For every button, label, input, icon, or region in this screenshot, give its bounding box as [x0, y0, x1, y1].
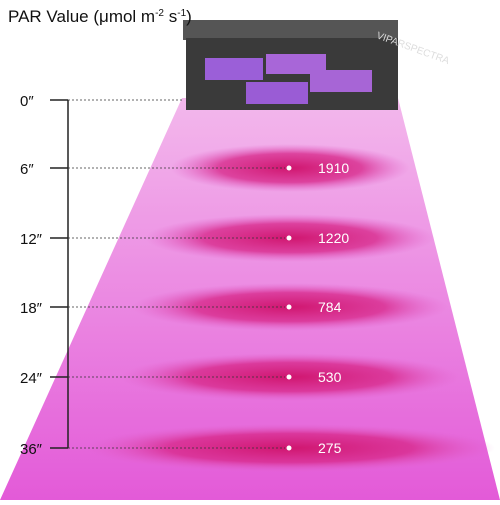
- distance-label: 12″: [20, 231, 43, 248]
- title-text: ): [186, 7, 192, 26]
- levels: 0″ 6″ 1910 12″ 1220 18″ 784 24″ 530 36″ 275: [20, 93, 349, 458]
- par-value: 784: [318, 299, 342, 315]
- title: PAR Value (μmol m-2 s-1): [8, 7, 192, 26]
- distance-label: 6″: [20, 161, 34, 178]
- light-top: [183, 20, 398, 40]
- distance-label: 18″: [20, 300, 43, 317]
- distance-label: 0″: [20, 93, 34, 110]
- distance-label: 24″: [20, 370, 43, 387]
- led-panel: [266, 54, 326, 74]
- par-value: 275: [318, 440, 342, 456]
- point: [286, 165, 292, 171]
- distance-label: 36″: [20, 441, 43, 458]
- led-panel: [205, 58, 263, 80]
- grow-light: VIPARSPECTRA: [183, 20, 451, 110]
- point: [286, 374, 292, 380]
- title-text: s: [164, 7, 177, 26]
- title-text: PAR Value (μmol m: [8, 7, 155, 26]
- par-value: 1910: [318, 160, 349, 176]
- par-value: 530: [318, 369, 342, 385]
- led-panel: [246, 82, 308, 104]
- title-exponent: -2: [155, 8, 164, 19]
- point: [286, 445, 292, 451]
- title-exponent: -1: [177, 8, 186, 19]
- point: [286, 304, 292, 310]
- point: [286, 235, 292, 241]
- par-value: 1220: [318, 230, 349, 246]
- led-panel: [310, 70, 372, 92]
